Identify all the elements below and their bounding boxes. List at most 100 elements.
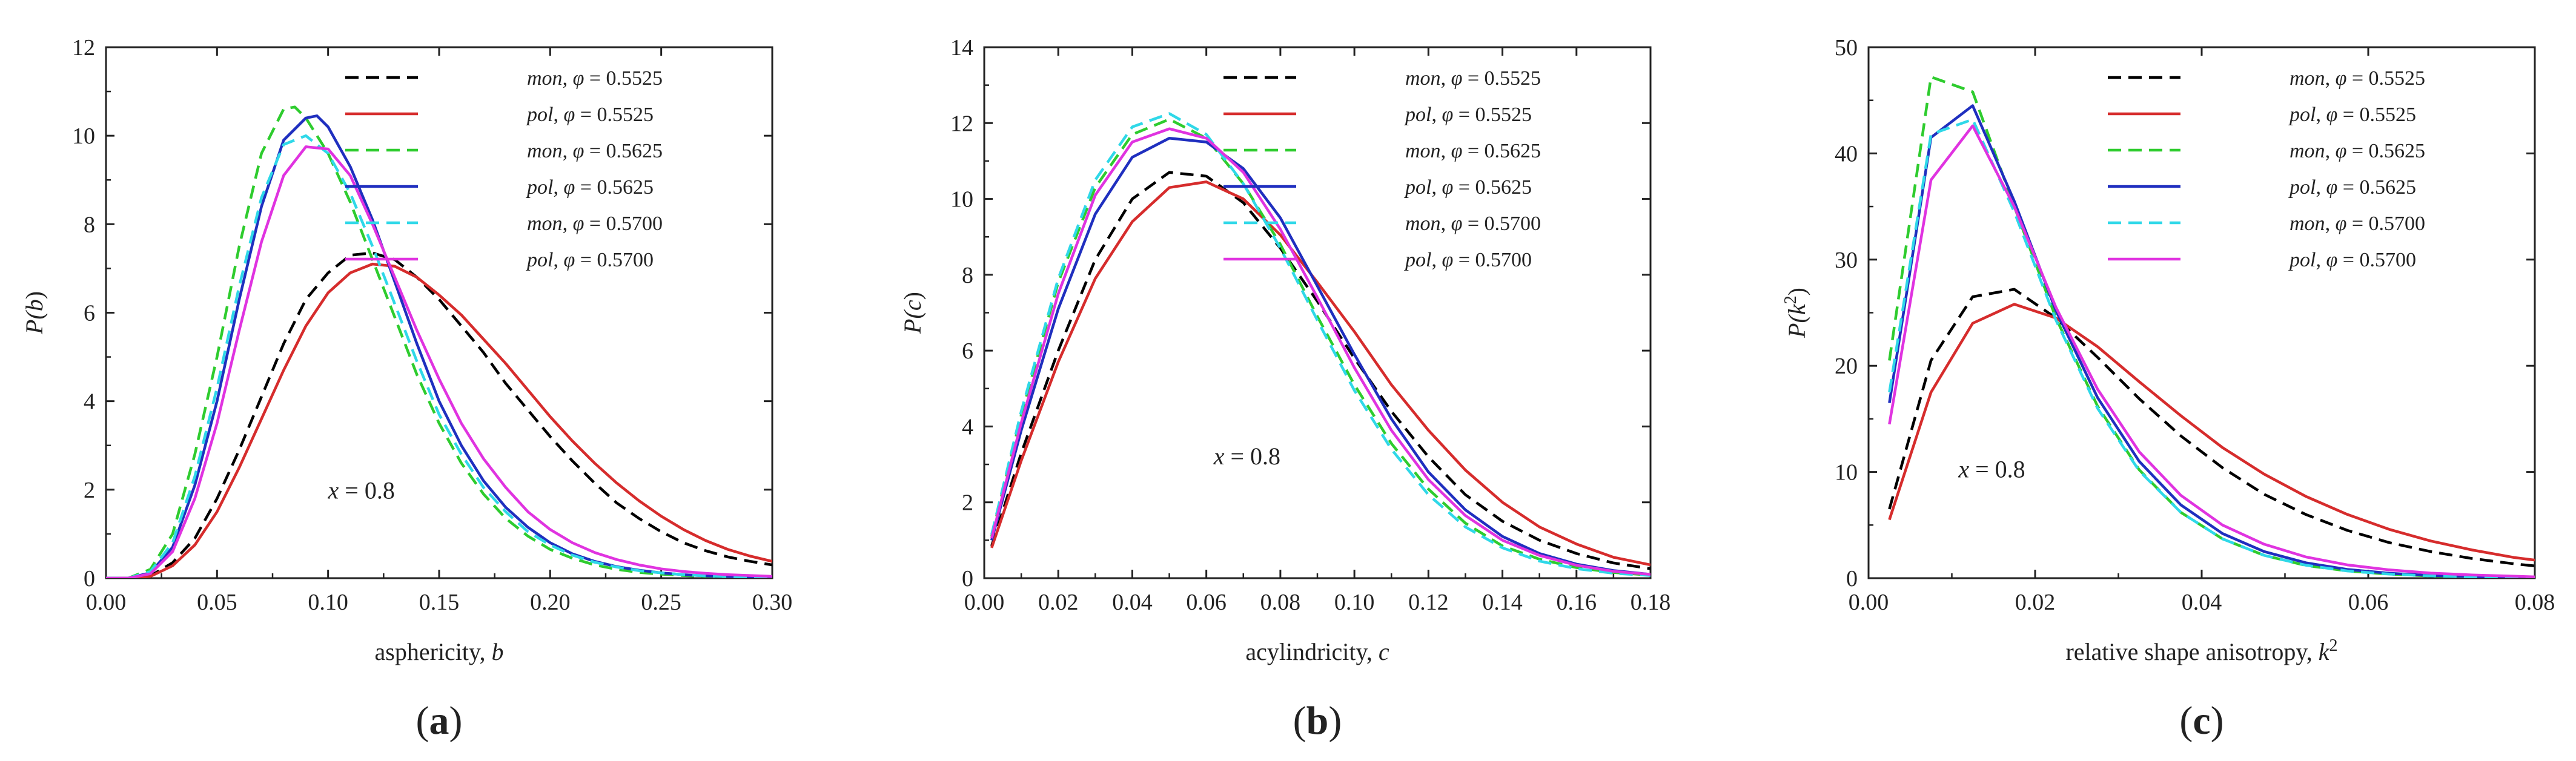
panel-b-xtick-label: 0.14 bbox=[1482, 590, 1523, 615]
panel-b-legend-label-value: = 0.5625 bbox=[1462, 140, 1541, 162]
panel-c-ytick-label: 30 bbox=[1835, 248, 1858, 273]
panel-c-x-axis-label-var: k bbox=[2319, 638, 2330, 665]
panel-a-y-axis-label-pre: P( bbox=[21, 310, 48, 335]
panel-a-ytick-label: 8 bbox=[84, 212, 95, 237]
panel-a-xtick-label: 0.00 bbox=[86, 590, 127, 615]
panel-a-panel-label-open: ( bbox=[416, 699, 429, 743]
panel-a-legend-label-sep: , bbox=[553, 249, 563, 271]
panel-c-legend-label: pol, φ = 0.5700 bbox=[2288, 249, 2416, 271]
panel-b-legend-label-var: mon bbox=[1405, 140, 1441, 162]
panel-c-xtick-label: 0.08 bbox=[2515, 590, 2555, 615]
panel-c-series-pol-6-line bbox=[1888, 124, 2535, 578]
panel-a-legend-label-var: pol bbox=[526, 176, 553, 199]
panel-c-y-axis-label-sup: 2 bbox=[1781, 295, 1800, 304]
panel-b-legend-label: pol, φ = 0.5525 bbox=[1404, 104, 1532, 126]
panel-b-y-axis-label-post: ) bbox=[899, 292, 926, 300]
panel-a-legend-label-sep: , bbox=[553, 176, 563, 199]
panel-c-legend-label-value: = 0.5700 bbox=[2337, 249, 2416, 271]
panel-a-series-pol-2-line bbox=[106, 262, 772, 578]
panel-b-annotation: x = 0.8 bbox=[1213, 443, 1280, 470]
panel-a-legend-label-phi: φ bbox=[563, 176, 575, 199]
panel-b-legend-label-var: pol bbox=[1404, 249, 1431, 271]
panel-a-xtick-label: 0.30 bbox=[752, 590, 793, 615]
panel-b-legend-label-var: mon bbox=[1405, 212, 1441, 235]
panel-b-ytick-label: 14 bbox=[950, 35, 973, 61]
panel-a-ytick-label: 4 bbox=[84, 389, 95, 415]
panel-a-panel-label-letter: a bbox=[429, 699, 449, 743]
panel-c-ytick-label: 40 bbox=[1835, 141, 1858, 166]
panel-a-annotation-value: = 0.8 bbox=[339, 476, 395, 504]
panel-c-legend-label: pol, φ = 0.5525 bbox=[2288, 104, 2416, 126]
panel-a-legend-label: mon, φ = 0.5625 bbox=[527, 140, 663, 162]
panel-b-legend-label: mon, φ = 0.5625 bbox=[1405, 140, 1541, 162]
panel-b-legend-label-phi: φ bbox=[1442, 104, 1453, 126]
panel-c-legend-label: pol, φ = 0.5625 bbox=[2288, 176, 2416, 199]
panel-b-series-mon-1-line bbox=[990, 171, 1651, 570]
panel-b-legend-label: pol, φ = 0.5700 bbox=[1404, 249, 1532, 271]
panel-b-panel-label-letter: b bbox=[1306, 699, 1329, 743]
panel-c-legend-label-phi: φ bbox=[2336, 140, 2347, 162]
panel-b-legend-label-phi: φ bbox=[1442, 176, 1453, 199]
panel-c-ytick-label: 0 bbox=[1846, 566, 1858, 591]
panel-c-legend-label-phi: φ bbox=[2336, 212, 2347, 235]
panel-a-plot-frame bbox=[105, 46, 773, 579]
panel-a-legend-label-value: = 0.5625 bbox=[575, 176, 654, 199]
panel-c-plot-frame bbox=[1867, 46, 2536, 579]
panel-b-xtick-label: 0.16 bbox=[1557, 590, 1597, 615]
panel-a-legend-label-sep: , bbox=[563, 140, 573, 162]
panel-b-series-pol-2-line bbox=[990, 180, 1651, 567]
panel-a-series-mon-5-line bbox=[106, 134, 772, 578]
panel-a-y-axis-label-post: ) bbox=[21, 291, 48, 299]
panel-b-annotation-var: x bbox=[1213, 443, 1225, 470]
panel-b-legend-label-var: mon bbox=[1405, 67, 1441, 90]
panel-a-legend-label-phi: φ bbox=[563, 104, 575, 126]
panel-c-legend-label-value: = 0.5525 bbox=[2337, 104, 2416, 126]
panel-b-xtick-label: 0.00 bbox=[964, 590, 1005, 615]
panel-a-ytick-label: 2 bbox=[84, 478, 95, 503]
panel-a-y-axis-label-var: b bbox=[21, 299, 48, 311]
panel-a-legend-label-var: mon bbox=[527, 212, 563, 235]
panel-a-x-axis-label-var: b bbox=[491, 638, 503, 665]
panel-c-ytick-label: 10 bbox=[1835, 460, 1858, 486]
panel-b-xtick-label: 0.02 bbox=[1038, 590, 1079, 615]
panel-c-legend-label-var: pol bbox=[2288, 249, 2316, 271]
panel-c-legend-label-sep: , bbox=[2316, 249, 2326, 271]
panel-a-legend-label: pol, φ = 0.5525 bbox=[526, 104, 654, 126]
panel-a-legend-label: pol, φ = 0.5625 bbox=[526, 176, 654, 199]
panel-b-xtick-label: 0.06 bbox=[1186, 590, 1227, 615]
panel-c-legend-label-var: pol bbox=[2288, 176, 2316, 199]
panel-a-annotation-var: x bbox=[328, 476, 339, 504]
panel-b-legend-label-phi: φ bbox=[1451, 67, 1463, 90]
panel-c-legend-label: mon, φ = 0.5625 bbox=[2290, 140, 2425, 162]
panel-b-series-mon-3-line bbox=[990, 117, 1651, 577]
panel-a-legend-label-sep: , bbox=[563, 67, 573, 90]
panel-b-panel-label-open: ( bbox=[1293, 699, 1306, 743]
panel-a-legend-label-value: = 0.5625 bbox=[584, 140, 663, 162]
panel-a-legend-label-value: = 0.5525 bbox=[584, 67, 663, 90]
panel-c-ytick-label: 20 bbox=[1835, 354, 1858, 379]
panel-a-xtick-label: 0.20 bbox=[530, 590, 571, 615]
panel-b-legend-label-sep: , bbox=[1431, 249, 1442, 271]
panel-a-legend-label-var: pol bbox=[526, 249, 553, 271]
panel-c-xtick-label: 0.04 bbox=[2182, 590, 2222, 615]
panel-b-y-axis-label: P(c) bbox=[899, 292, 926, 334]
panel-a-legend-label-phi: φ bbox=[573, 67, 584, 90]
panel-a-series-mon-3-line bbox=[106, 105, 772, 578]
panel-c-legend-label-phi: φ bbox=[2326, 104, 2337, 126]
panel-a-legend-label: mon, φ = 0.5700 bbox=[527, 212, 663, 235]
panel-c-x-axis-label-text: relative shape anisotropy, bbox=[2065, 638, 2318, 665]
panel-c-series-mon-1-line bbox=[1888, 288, 2535, 568]
panel-c-legend-label-sep: , bbox=[2325, 140, 2336, 162]
panel-c-legend-label-phi: φ bbox=[2326, 176, 2337, 199]
panel-a-legend-label-var: pol bbox=[526, 104, 553, 126]
panel-c-x-axis-label: relative shape anisotropy, k2 bbox=[2065, 636, 2337, 666]
panel-b-series-pol-6-line bbox=[990, 127, 1651, 576]
panel-c-legend-label-value: = 0.5525 bbox=[2346, 67, 2425, 90]
panel-b-legend-label-phi: φ bbox=[1442, 249, 1453, 271]
panel-c-legend-label: mon, φ = 0.5700 bbox=[2290, 212, 2425, 235]
panel-a-xtick-label: 0.15 bbox=[419, 590, 460, 615]
panel-c-panel-label: (c) bbox=[2179, 699, 2223, 743]
panel-b-series-group bbox=[990, 112, 1651, 577]
